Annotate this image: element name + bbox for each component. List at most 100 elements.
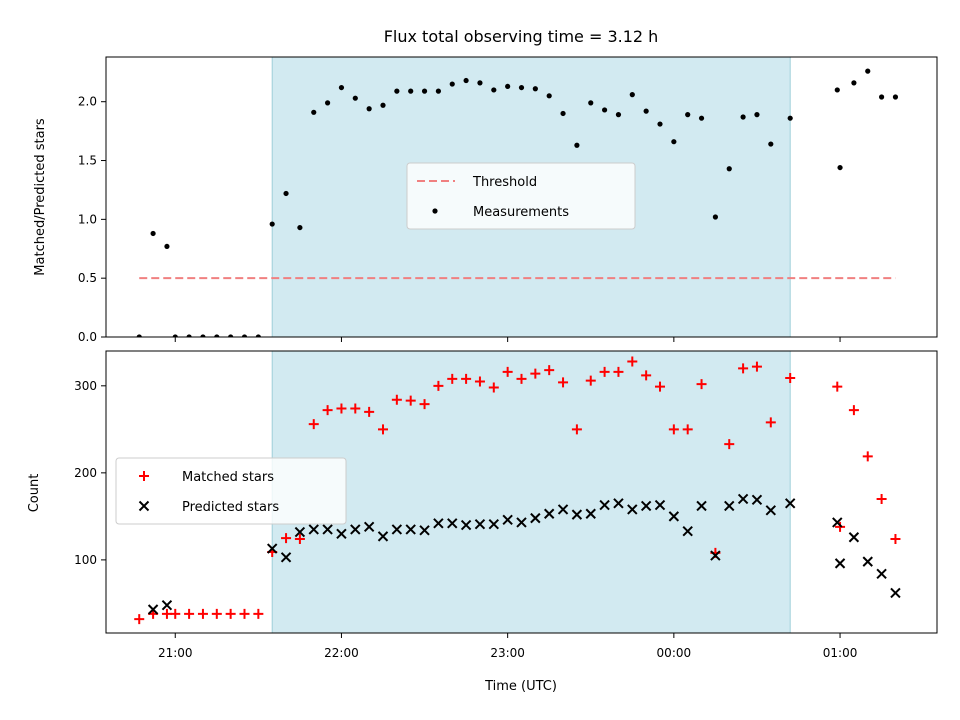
predicted-stars-point — [336, 528, 347, 539]
matched-stars-point — [738, 363, 749, 374]
measurements-point — [408, 88, 414, 94]
predicted-stars-point — [571, 509, 583, 520]
matched-stars-point — [239, 608, 250, 619]
measurements-point — [879, 94, 885, 100]
legend-marker — [139, 471, 149, 481]
predicted-stars-point — [363, 521, 375, 533]
predicted-stars-point — [266, 543, 278, 554]
matched-stars-point — [419, 399, 430, 410]
measurements-point — [657, 121, 663, 127]
predicted-stars-point — [460, 519, 472, 531]
legend-label: Matched stars — [182, 470, 274, 485]
predicted-stars-point — [724, 500, 735, 512]
measurements-point — [255, 334, 261, 337]
measurements-point — [754, 112, 760, 118]
matched-stars-point — [599, 366, 610, 377]
predicted-stars-point — [350, 524, 361, 535]
measurements-point — [283, 190, 289, 197]
predicted-stars-point — [668, 511, 680, 522]
measurements-point — [671, 139, 677, 145]
axes-frame — [105, 56, 938, 338]
legend-box — [406, 162, 636, 230]
matched-stars-point — [890, 534, 901, 544]
predicted-stars-point — [502, 514, 513, 526]
legend-marker — [432, 208, 438, 214]
legend-label: Predicted stars — [182, 500, 279, 515]
matched-stars-point — [571, 424, 582, 435]
predicted-stars-point — [890, 587, 901, 599]
measurements-point — [366, 106, 372, 112]
predicted-stars-point — [751, 494, 763, 506]
matched-stars-point — [405, 395, 416, 406]
matched-stars-point — [225, 608, 236, 619]
measurements-point — [325, 100, 331, 106]
y-tick-label: 1.5 — [78, 154, 97, 168]
predicted-stars-point — [488, 518, 500, 530]
predicted-stars-point — [848, 532, 860, 543]
predicted-stars-point — [322, 524, 333, 535]
measurements-point — [834, 87, 840, 93]
shaded-interval — [271, 350, 791, 634]
y-tick-label: 0.0 — [78, 330, 97, 344]
matched-stars-point — [862, 451, 873, 462]
legend: Matched stars Predicted stars — [115, 457, 347, 525]
predicted-stars-point — [627, 504, 638, 515]
y-tick-label: 100 — [74, 553, 97, 567]
predicted-stars-point — [599, 499, 610, 511]
matched-stars-point — [281, 533, 292, 544]
measurements-point — [297, 224, 303, 231]
measurements-point — [269, 221, 275, 227]
measurements-point — [338, 84, 345, 91]
matched-stars-point — [641, 370, 652, 381]
predicted-stars-point — [834, 558, 846, 569]
measurements-point — [892, 94, 899, 100]
measurements-point — [477, 80, 483, 86]
measurements-point — [214, 334, 220, 337]
matched-stars-point — [134, 614, 145, 625]
matched-stars-point — [461, 373, 472, 384]
measurements-point — [560, 110, 566, 117]
axes-frame — [105, 350, 938, 634]
measurements-point — [421, 88, 428, 94]
measurements-point — [150, 230, 156, 237]
x-tick-label: 22:00 — [324, 646, 359, 660]
measurements-point — [685, 112, 691, 118]
measurements-point — [228, 334, 234, 337]
legend-box — [115, 457, 347, 525]
matched-stars-point — [835, 521, 846, 532]
predicted-stars-point — [613, 498, 624, 509]
measurements-point — [491, 87, 497, 93]
measurements-point — [698, 115, 705, 121]
measurements-point — [311, 109, 317, 115]
matched-stars-point — [184, 608, 195, 619]
matched-stars-point — [613, 366, 624, 377]
matched-stars-point — [785, 372, 796, 383]
predicted-stars-point — [682, 525, 693, 537]
matched-stars-point — [211, 608, 222, 619]
matched-stars-point — [336, 403, 347, 414]
matched-stars-point — [253, 608, 264, 619]
predicted-stars-point — [516, 517, 527, 528]
measurements-point — [740, 114, 746, 120]
predicted-stars-point — [161, 599, 173, 611]
measurements-point — [463, 77, 469, 84]
matched-stars-point — [668, 424, 679, 435]
predicted-stars-point — [280, 552, 292, 563]
predicted-stars-point — [433, 518, 444, 529]
matched-stars-point — [364, 406, 375, 417]
predicted-stars-point — [696, 500, 707, 512]
predicted-stars-point — [876, 568, 887, 580]
matched-stars-point — [474, 376, 485, 387]
measurements-point — [851, 80, 857, 86]
x-axis-label: Time (UTC) — [484, 679, 557, 694]
y-tick-label: 200 — [74, 466, 97, 480]
matched-stars-point — [447, 373, 458, 384]
predicted-stars-point — [147, 604, 159, 615]
predicted-stars-point — [419, 525, 430, 536]
measurements-point — [186, 334, 192, 337]
matched-stars-point — [516, 373, 527, 384]
measurements-point — [643, 108, 649, 114]
predicted-stars-point — [391, 524, 403, 535]
predicted-stars-point — [784, 498, 796, 509]
matched-stars-point — [724, 439, 735, 450]
